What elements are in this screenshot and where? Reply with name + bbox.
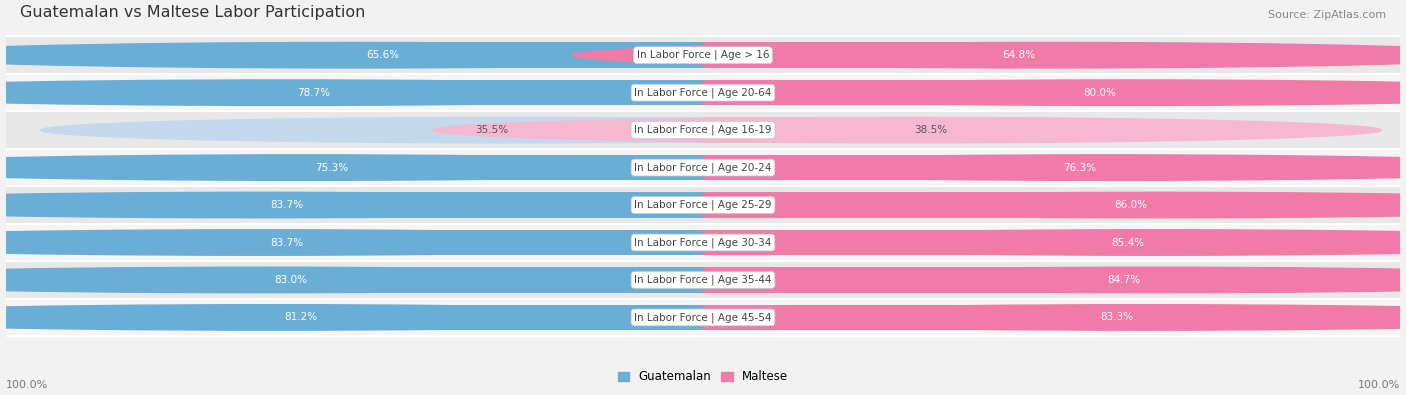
- Text: In Labor Force | Age 45-54: In Labor Force | Age 45-54: [634, 312, 772, 323]
- Text: 80.0%: 80.0%: [1083, 88, 1116, 98]
- Text: 64.8%: 64.8%: [1002, 50, 1035, 60]
- Bar: [703, 80, 1128, 105]
- Bar: [285, 80, 703, 105]
- Text: 75.3%: 75.3%: [315, 163, 349, 173]
- Circle shape: [685, 192, 1406, 218]
- Bar: [259, 192, 703, 218]
- Circle shape: [682, 230, 1406, 255]
- Text: In Labor Force | Age > 16: In Labor Force | Age > 16: [637, 50, 769, 60]
- Circle shape: [0, 267, 737, 293]
- Bar: [304, 155, 703, 181]
- Text: 38.5%: 38.5%: [914, 125, 948, 135]
- Circle shape: [0, 80, 761, 105]
- Text: In Labor Force | Age 35-44: In Labor Force | Age 35-44: [634, 275, 772, 285]
- FancyBboxPatch shape: [6, 186, 1400, 224]
- FancyBboxPatch shape: [6, 261, 1400, 299]
- Legend: Guatemalan, Maltese: Guatemalan, Maltese: [617, 370, 789, 383]
- Circle shape: [0, 192, 734, 218]
- Circle shape: [671, 305, 1406, 330]
- Text: In Labor Force | Age 20-64: In Labor Force | Age 20-64: [634, 87, 772, 98]
- Circle shape: [0, 230, 734, 255]
- FancyBboxPatch shape: [6, 74, 1400, 111]
- Text: 83.3%: 83.3%: [1101, 312, 1133, 322]
- FancyBboxPatch shape: [6, 299, 1400, 336]
- Circle shape: [633, 155, 1406, 181]
- FancyBboxPatch shape: [6, 111, 1400, 149]
- Bar: [263, 267, 703, 293]
- Bar: [515, 117, 703, 143]
- Text: 35.5%: 35.5%: [475, 125, 508, 135]
- Circle shape: [678, 267, 1406, 293]
- Circle shape: [652, 80, 1406, 105]
- Circle shape: [0, 42, 830, 68]
- Text: 84.7%: 84.7%: [1108, 275, 1140, 285]
- Text: In Labor Force | Age 30-34: In Labor Force | Age 30-34: [634, 237, 772, 248]
- Text: 76.3%: 76.3%: [1063, 163, 1097, 173]
- Bar: [703, 117, 907, 143]
- Text: 81.2%: 81.2%: [284, 312, 316, 322]
- Text: 100.0%: 100.0%: [6, 380, 48, 390]
- Circle shape: [41, 117, 988, 143]
- Text: 85.4%: 85.4%: [1111, 237, 1144, 248]
- Text: Guatemalan vs Maltese Labor Participation: Guatemalan vs Maltese Labor Participatio…: [20, 6, 366, 21]
- FancyBboxPatch shape: [6, 149, 1400, 186]
- Bar: [273, 305, 703, 330]
- Text: In Labor Force | Age 16-19: In Labor Force | Age 16-19: [634, 125, 772, 135]
- Text: 78.7%: 78.7%: [297, 88, 330, 98]
- Bar: [703, 230, 1156, 255]
- Text: Source: ZipAtlas.com: Source: ZipAtlas.com: [1268, 10, 1386, 21]
- Circle shape: [0, 305, 747, 330]
- Circle shape: [0, 155, 778, 181]
- Bar: [703, 267, 1152, 293]
- Text: 100.0%: 100.0%: [1358, 380, 1400, 390]
- Bar: [703, 155, 1108, 181]
- Bar: [703, 42, 1046, 68]
- Text: 86.0%: 86.0%: [1115, 200, 1147, 210]
- Text: In Labor Force | Age 20-24: In Labor Force | Age 20-24: [634, 162, 772, 173]
- Text: 83.7%: 83.7%: [270, 200, 304, 210]
- Text: 65.6%: 65.6%: [367, 50, 399, 60]
- FancyBboxPatch shape: [6, 36, 1400, 74]
- Bar: [259, 230, 703, 255]
- Circle shape: [572, 42, 1406, 68]
- Text: In Labor Force | Age 25-29: In Labor Force | Age 25-29: [634, 200, 772, 210]
- Bar: [703, 305, 1144, 330]
- Text: 83.0%: 83.0%: [274, 275, 308, 285]
- Circle shape: [433, 117, 1381, 143]
- Bar: [703, 192, 1159, 218]
- Text: 83.7%: 83.7%: [270, 237, 304, 248]
- FancyBboxPatch shape: [6, 224, 1400, 261]
- Bar: [356, 42, 703, 68]
